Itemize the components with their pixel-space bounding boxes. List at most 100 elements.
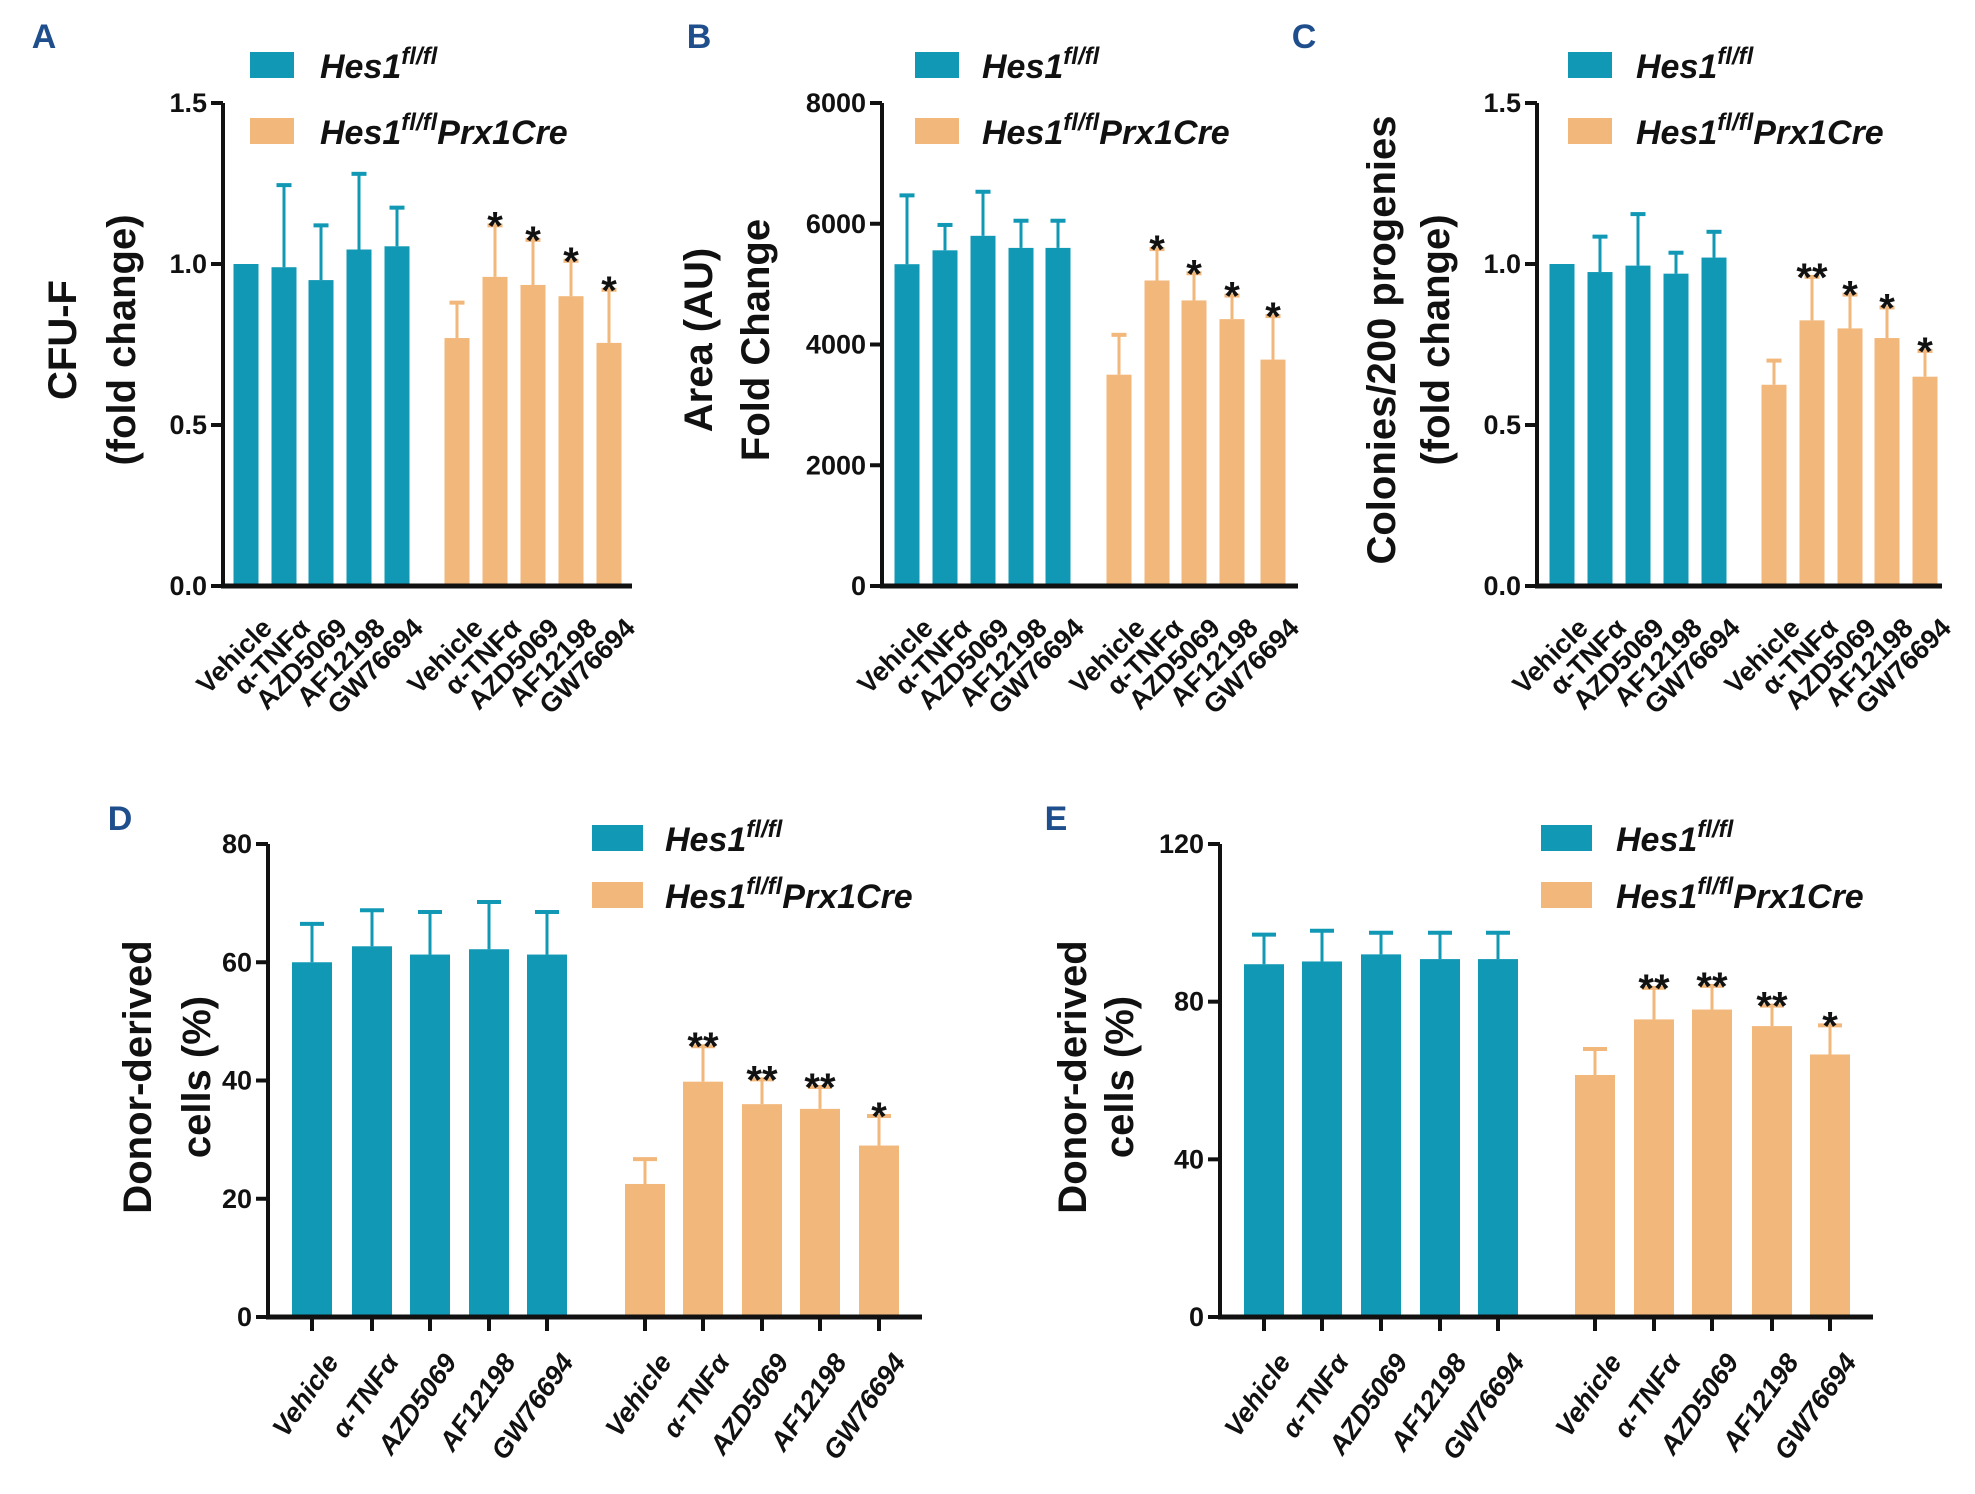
bar	[482, 276, 508, 586]
bar	[1181, 300, 1207, 586]
bar	[1219, 319, 1245, 586]
y-axis-title: Donor-derived	[1051, 940, 1095, 1213]
bar	[558, 296, 584, 586]
significance-label: *	[525, 219, 541, 263]
y-tick-label: 0.0	[169, 571, 207, 601]
significance-label: **	[1796, 256, 1828, 300]
bar	[894, 264, 920, 586]
y-axis-title: cells (%)	[1098, 996, 1142, 1158]
y-tick-label: 4000	[806, 330, 866, 360]
y-tick-label: 0.5	[1483, 410, 1521, 440]
y-tick-label: 40	[222, 1066, 252, 1096]
legend-swatch	[915, 118, 959, 144]
bar	[859, 1145, 899, 1317]
bar	[1361, 954, 1401, 1317]
bar	[527, 954, 567, 1317]
legend-swatch	[915, 52, 959, 78]
significance-label: **	[746, 1058, 778, 1102]
legend-swatch	[1541, 825, 1592, 851]
bar	[1692, 1009, 1732, 1317]
bar	[1106, 374, 1132, 586]
bar	[1575, 1074, 1615, 1317]
panel-letter: E	[1045, 800, 1068, 838]
significance-label: *	[1149, 228, 1165, 272]
bar	[1752, 1026, 1792, 1317]
legend-label: Hes1fl/flPrx1Cre	[320, 109, 568, 152]
bar	[1549, 264, 1575, 586]
bar	[742, 1104, 782, 1317]
panel-letter: C	[1292, 18, 1317, 56]
bar	[384, 246, 410, 587]
significance-label: *	[1879, 286, 1895, 330]
significance-label: *	[1917, 330, 1933, 374]
bar	[1701, 257, 1727, 586]
legend-swatch	[1541, 882, 1592, 908]
bar	[800, 1108, 840, 1317]
legend-swatch	[592, 882, 643, 908]
bar	[1144, 280, 1170, 586]
y-tick-label: 2000	[806, 450, 866, 480]
bar	[1587, 272, 1613, 586]
significance-label: *	[1842, 274, 1858, 318]
bar	[1761, 384, 1787, 586]
bar	[271, 267, 297, 586]
panel-letter: D	[108, 800, 133, 838]
significance-label: **	[687, 1025, 719, 1069]
y-tick-label: 1.5	[1483, 88, 1521, 118]
bar	[625, 1183, 665, 1317]
y-axis-title: Area (AU)	[677, 248, 721, 432]
bar	[970, 235, 996, 586]
bar	[1420, 959, 1460, 1317]
legend-label: Hes1fl/fl	[982, 43, 1101, 86]
legend-label: Hes1fl/fl	[1616, 816, 1735, 859]
bar	[308, 280, 334, 586]
legend-label: Hes1fl/flPrx1Cre	[665, 873, 913, 916]
bar	[346, 249, 372, 586]
legend-swatch	[1568, 118, 1612, 144]
bar	[292, 962, 332, 1317]
bar	[1874, 338, 1900, 586]
y-axis-title: (fold change)	[100, 214, 144, 465]
y-tick-label: 1.0	[169, 249, 207, 279]
significance-label: **	[804, 1066, 836, 1110]
panel-letter: B	[687, 18, 712, 56]
y-tick-label: 1.5	[169, 88, 207, 118]
bar	[410, 954, 450, 1317]
y-tick-label: 0.0	[1483, 571, 1521, 601]
y-axis-title: (fold change)	[1414, 214, 1458, 465]
legend-label: Hes1fl/flPrx1Cre	[1616, 873, 1864, 916]
y-tick-label: 0	[851, 571, 866, 601]
bar	[520, 284, 546, 586]
bar	[1634, 1019, 1674, 1317]
bar	[1625, 265, 1651, 586]
bar	[352, 946, 392, 1317]
legend-swatch	[250, 52, 294, 78]
y-tick-label: 60	[222, 947, 252, 977]
panel-b: B Area (AU) Fold Change * * * * 0 2000 4000 6000 80…	[677, 18, 1305, 720]
legend-swatch	[250, 118, 294, 144]
significance-label: *	[487, 204, 503, 248]
y-axis-title: Donor-derived	[116, 940, 160, 1213]
significance-label: *	[1822, 1004, 1838, 1048]
y-tick-label: 120	[1159, 829, 1204, 859]
y-tick-label: 0	[237, 1302, 252, 1332]
legend-label: Hes1fl/flPrx1Cre	[1636, 109, 1884, 152]
y-axis-title: Fold Change	[734, 219, 778, 461]
bar	[683, 1081, 723, 1317]
y-axis-title: CFU-F	[41, 280, 85, 400]
bar	[1008, 247, 1034, 586]
significance-label: **	[1756, 985, 1788, 1029]
bar	[1663, 273, 1689, 586]
bar	[1302, 961, 1342, 1317]
y-tick-label: 1.0	[1483, 249, 1521, 279]
bar	[1837, 328, 1863, 586]
bar	[233, 264, 259, 586]
y-axis-title: Colonies/200 progenies	[1360, 115, 1404, 564]
bar	[1478, 959, 1518, 1317]
panel-letter: A	[32, 18, 57, 56]
